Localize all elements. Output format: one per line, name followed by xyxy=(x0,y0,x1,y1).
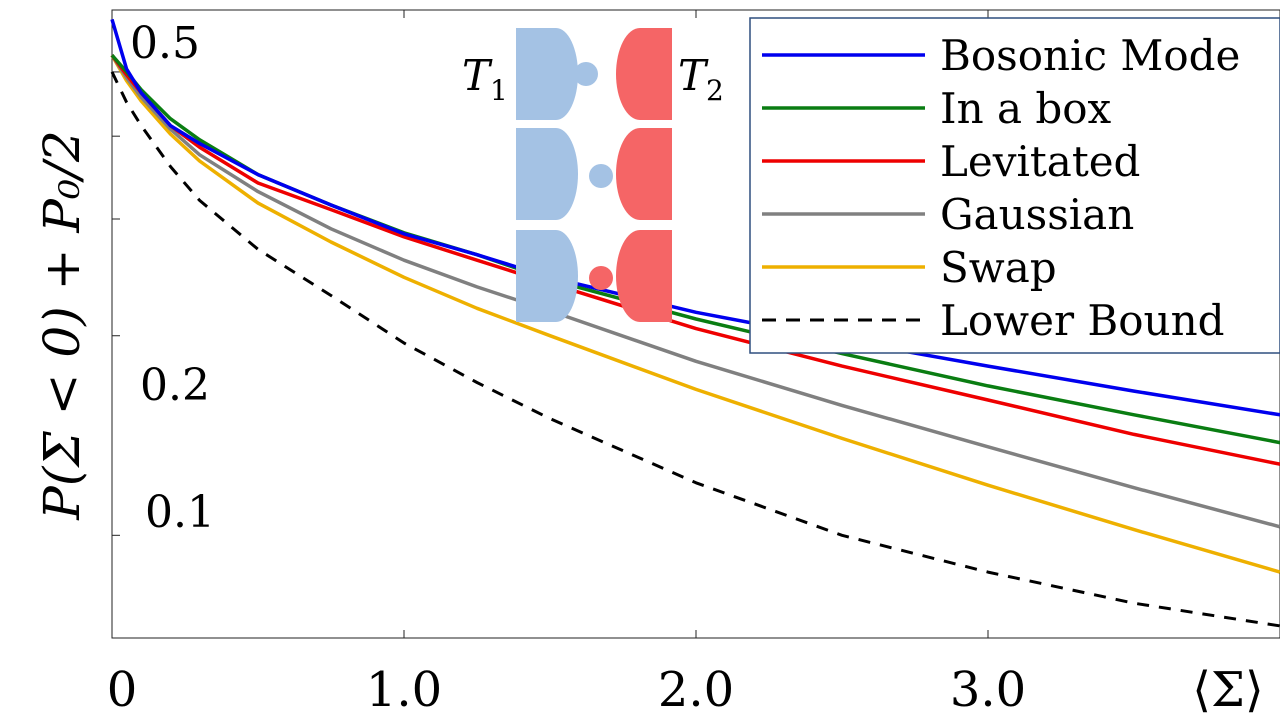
series-line-lower-bound xyxy=(110,71,1280,628)
legend-label: Lower Bound xyxy=(940,296,1225,345)
inset-label-t2-sub: 2 xyxy=(706,74,724,107)
legend-label: Bosonic Mode xyxy=(940,31,1240,80)
legend-label: Levitated xyxy=(940,137,1140,186)
legend-box xyxy=(749,17,1280,354)
schematic-inset: T1 T2 xyxy=(462,28,724,322)
y-tick-label: 0.1 xyxy=(145,487,215,538)
y-axis-label: P(Σ < 0) + P₀/2 xyxy=(33,130,91,520)
inset-label-t1: T1 xyxy=(462,51,508,107)
legend-label: In a box xyxy=(940,84,1112,133)
particle-dot xyxy=(589,266,613,290)
cold-reservoir xyxy=(516,28,578,120)
series-lines xyxy=(110,18,1280,628)
x-axis-label: ⟨Σ⟩ xyxy=(1192,662,1263,718)
inset-label-t2: T2 xyxy=(678,51,724,107)
hot-reservoir xyxy=(616,230,672,322)
particle-dot xyxy=(589,164,613,188)
tick-labels: 0 1.0 2.0 3.0 0.1 0.2 0.5 xyxy=(107,10,1026,718)
y-tick-label: 0.2 xyxy=(140,360,210,411)
legend-label: Swap xyxy=(940,243,1057,292)
cold-reservoir xyxy=(516,128,578,220)
cold-reservoir xyxy=(516,230,578,322)
x-tick-label: 2.0 xyxy=(658,662,734,718)
series-line-gaussian xyxy=(110,54,1280,529)
hot-reservoir xyxy=(616,128,672,220)
x-tick-label: 1.0 xyxy=(366,662,442,718)
y-tick-label: 0.5 xyxy=(130,18,200,69)
particle-dot xyxy=(574,62,598,86)
hot-reservoir xyxy=(616,28,672,120)
series-line-swap xyxy=(110,54,1280,574)
x-tick-label: 3.0 xyxy=(950,662,1026,718)
series-line-bosonic-mode xyxy=(110,18,1280,417)
inset-label-t1-sub: 1 xyxy=(490,74,508,107)
legend-label: Gaussian xyxy=(940,190,1134,239)
x-tick-label: 0 xyxy=(107,662,138,718)
